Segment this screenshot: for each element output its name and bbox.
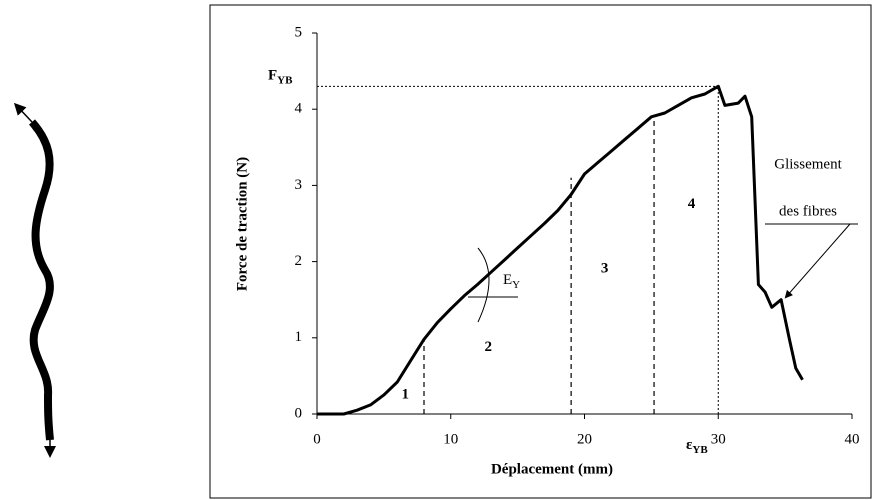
chart-frame [209, 4, 872, 499]
phase-label: 2 [484, 339, 492, 355]
fyb-label-sub: YB [277, 74, 293, 86]
fiber-arrow [13, 102, 33, 123]
eyb-label-sub: YB [692, 444, 708, 456]
annotation: Glissement [774, 156, 842, 172]
modulus-main: E [503, 272, 512, 288]
fyb-label: FYB [268, 68, 293, 86]
y-axis-label: Force de traction (N) [234, 157, 250, 291]
fiber-icon [28, 119, 54, 441]
modulus-arc [477, 247, 490, 323]
fyb-label-main: F [268, 68, 277, 84]
x-tick-label: 10 [443, 431, 458, 447]
x-tick-label: 30 [711, 431, 726, 447]
phase-label: 4 [688, 196, 696, 212]
eyb-label-main: ε [686, 437, 693, 453]
modulus-sub: Y [512, 279, 520, 291]
annotation: des fibres [779, 203, 837, 219]
eyb-label: εYB [686, 437, 708, 455]
y-tick-label: 4 [295, 101, 303, 117]
y-tick-label: 5 [295, 24, 303, 40]
x-tick-label: 40 [845, 431, 860, 447]
x-axis-label: Déplacement (mm) [491, 461, 613, 477]
curve [317, 84, 804, 416]
y-tick-label: 3 [295, 177, 303, 193]
y-tick-label: 0 [295, 405, 303, 421]
y-tick-label: 2 [295, 253, 303, 269]
phase-label: 3 [601, 261, 609, 277]
annotation-arrow [784, 223, 851, 299]
phase-label: 1 [402, 386, 410, 402]
y-tick-label: 1 [295, 329, 303, 345]
modulus-label: EY [503, 272, 520, 290]
x-tick-label: 0 [313, 431, 321, 447]
x-tick-label: 20 [577, 431, 592, 447]
